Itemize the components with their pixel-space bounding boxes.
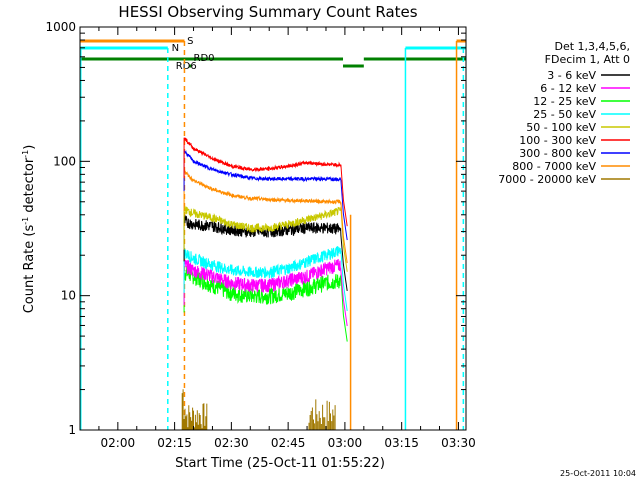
flag-label-s: S [187,36,193,47]
x-tick-label-4: 03:00 [328,436,363,450]
y-axis-label: Count Rate (s-1 detector-1) [21,145,37,314]
legend-label-8: 7000 - 20000 keV [498,173,596,186]
flag-label-rd6: RD6 [176,61,197,72]
x-tick-label-6: 03:30 [441,436,476,450]
x-tick-label-5: 03:15 [384,436,419,450]
x-axis-label: Start Time (25-Oct-11 01:55:22) [175,456,385,471]
chart-title: HESSI Observing Summary Count Rates [118,3,417,21]
legend-label-0: 3 - 6 keV [547,69,596,82]
x-tick-label-0: 02:00 [101,436,136,450]
legend-label-3: 25 - 50 keV [533,108,596,121]
legend-label-7: 800 - 7000 keV [512,160,596,173]
datestamp: 25-Oct-2011 10:04 [560,469,636,478]
ticks: 02:00 02:15 02:30 02:45 03:00 03:15 03:30 1 10 10… [45,20,475,450]
axes [79,26,467,431]
series-group [181,137,348,430]
y-tick-label-2: 100 [53,154,76,168]
legend-label-4: 50 - 100 keV [526,121,596,134]
legend: Det 1,3,4,5,6, FDecim 1, Att 0 3 - 6 keV… [498,40,630,186]
series-1-line [183,259,348,327]
y-tick-label-1: 10 [61,289,76,303]
legend-header-line2: FDecim 1, Att 0 [545,53,630,66]
series-7-line [183,168,348,264]
flag-label-n: N [172,43,179,54]
x-tick-label-1: 02:15 [157,436,192,450]
x-tick-label-3: 02:45 [271,436,306,450]
series-2-line [183,266,348,342]
legend-label-6: 300 - 800 keV [519,147,596,160]
series-8-line [181,389,336,430]
series-6-line [183,149,348,241]
legend-header-line1: Det 1,3,4,5,6, [554,40,630,53]
y-tick-label-3: 1000 [45,20,76,34]
series-4-line [183,205,348,272]
legend-label-5: 100 - 300 keV [519,134,596,147]
flag-label-rd0: RD0 [194,53,215,64]
x-tick-label-2: 02:30 [214,436,249,450]
series-3-line [183,246,348,311]
series-5-line [183,137,348,227]
y-tick-label-0: 1 [68,423,76,437]
legend-label-2: 12 - 25 keV [533,95,596,108]
legend-label-1: 6 - 12 keV [540,82,596,95]
plot-frame [79,26,467,431]
